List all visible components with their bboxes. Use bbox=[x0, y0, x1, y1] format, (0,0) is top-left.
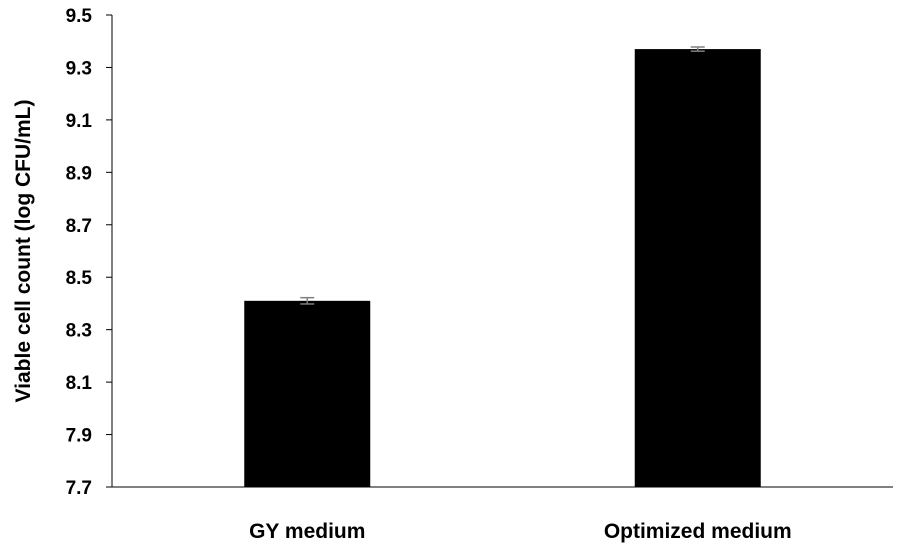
y-tick-label: 9.3 bbox=[66, 58, 92, 79]
y-tick-label: 8.7 bbox=[66, 216, 92, 237]
y-tick-label: 8.5 bbox=[66, 268, 93, 289]
bar bbox=[244, 300, 371, 487]
y-tick-label: 8.3 bbox=[66, 321, 92, 342]
x-category-label: GY medium bbox=[249, 520, 365, 543]
y-tick-label: 9.5 bbox=[66, 6, 93, 27]
bar bbox=[634, 49, 761, 487]
x-category-label: Optimized medium bbox=[604, 520, 792, 543]
y-tick-label: 8.1 bbox=[66, 373, 93, 394]
y-axis-label: Viable cell count (log CFU/mL) bbox=[12, 100, 35, 403]
y-tick-label: 8.9 bbox=[66, 163, 92, 184]
plot-area: 7.7 7.9 8.1 8.3 8.5 8.7 8.9 9.1 9.3 9.5 GY medium O… bbox=[66, 6, 893, 543]
y-tick-label: 9.1 bbox=[66, 111, 93, 132]
y-tick-label: 7.9 bbox=[66, 426, 92, 447]
y-tick-label: 7.7 bbox=[66, 478, 92, 499]
